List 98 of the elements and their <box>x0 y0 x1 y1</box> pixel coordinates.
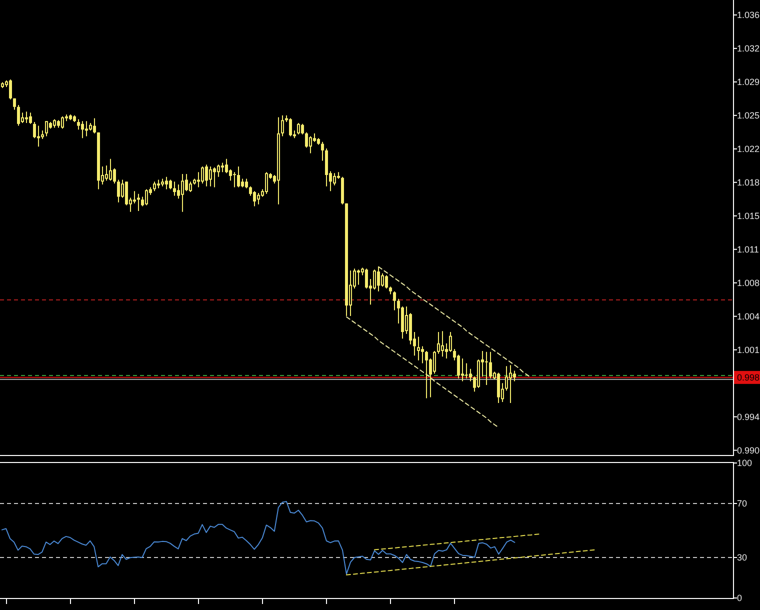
candlestick <box>125 181 128 206</box>
candlestick <box>449 332 452 352</box>
candlestick <box>437 332 440 354</box>
candlestick <box>245 178 248 189</box>
candlestick <box>113 168 116 184</box>
candlestick <box>309 136 312 154</box>
candlestick <box>225 158 228 174</box>
candlestick <box>133 190 136 204</box>
candlestick <box>33 122 36 139</box>
candlestick <box>265 172 268 194</box>
ref-line-label: 0.998 <box>737 372 760 382</box>
y-tick-label: 1.025 <box>737 110 760 120</box>
candlestick <box>105 165 108 182</box>
candlestick <box>221 162 224 173</box>
candlestick <box>153 181 156 192</box>
candlestick <box>509 364 512 404</box>
candlestick <box>421 346 424 364</box>
candlestick <box>381 272 384 288</box>
candlestick <box>17 104 20 126</box>
candlestick <box>425 350 428 399</box>
candlestick <box>9 78 12 100</box>
y-tick-label: 1.001 <box>737 344 760 355</box>
candlestick <box>201 166 204 184</box>
candlestick <box>37 125 40 148</box>
y-tick-label: 1.015 <box>737 210 760 221</box>
candlestick <box>321 141 324 162</box>
candlestick <box>433 350 436 374</box>
candlestick <box>93 118 96 134</box>
candlestick <box>25 111 28 124</box>
candlestick <box>229 168 232 182</box>
candlestick <box>297 122 300 135</box>
candlestick <box>45 120 48 137</box>
line-series <box>374 534 540 550</box>
candlestick <box>417 336 420 361</box>
y-tick-label: 70 <box>737 498 748 508</box>
candlestick <box>213 166 216 188</box>
candlestick <box>189 181 192 193</box>
candlestick <box>181 174 184 212</box>
candlestick <box>301 123 304 135</box>
y-tick-label: 1.032 <box>737 43 760 54</box>
line-series <box>378 266 532 378</box>
candlestick <box>333 172 336 186</box>
candlestick <box>205 164 208 187</box>
candlestick <box>305 132 308 148</box>
y-tick-label: 100 <box>737 458 752 468</box>
candlestick <box>137 193 140 212</box>
candlestick <box>505 366 508 392</box>
candlestick <box>373 269 376 290</box>
candlestick <box>77 118 80 130</box>
candlestick <box>441 330 444 358</box>
candlestick <box>29 112 32 124</box>
y-tick-label: 0.990 <box>737 445 760 456</box>
candlestick <box>177 184 180 200</box>
candlestick <box>365 268 368 290</box>
candlestick <box>109 158 112 182</box>
candlestick <box>457 354 460 379</box>
candlestick <box>233 172 236 188</box>
candlestick <box>377 266 380 292</box>
y-tick-label: 0 <box>737 593 742 603</box>
y-tick-label: 1.036 <box>737 10 760 20</box>
candlestick <box>185 174 188 192</box>
y-tick-label: 30 <box>737 552 748 562</box>
y-tick-label: 1.029 <box>737 76 760 87</box>
y-tick-label: 1.022 <box>737 144 760 154</box>
y-tick-label: 1.018 <box>737 177 760 188</box>
candlestick <box>513 370 516 382</box>
candlestick <box>145 188 148 206</box>
line-series <box>346 316 500 428</box>
candlestick <box>465 362 468 379</box>
y-tick-label: 0.994 <box>737 412 760 422</box>
candlestick <box>489 351 492 379</box>
line-series <box>2 500 516 574</box>
candlestick <box>173 181 176 196</box>
y-tick-label: 1.004 <box>737 311 760 322</box>
candlestick <box>209 166 212 187</box>
y-tick-label: 1.008 <box>737 278 760 288</box>
candlestick <box>61 116 64 130</box>
candlestick <box>385 274 388 290</box>
candlestick <box>217 164 220 178</box>
candlestick <box>469 368 472 382</box>
candlestick <box>393 290 396 311</box>
candlestick <box>289 118 292 137</box>
candlestick <box>197 172 200 188</box>
line-series <box>346 549 596 576</box>
candlestick <box>257 192 260 205</box>
candlestick <box>281 114 284 137</box>
candlestick <box>497 372 500 404</box>
candlestick <box>117 179 120 203</box>
candlestick <box>81 120 84 139</box>
candlestick <box>169 179 172 190</box>
candlestick <box>357 269 360 286</box>
candlestick <box>165 176 168 190</box>
candlestick <box>485 351 488 386</box>
y-tick-label: 1.011 <box>737 244 759 254</box>
candlestick <box>253 190 256 207</box>
candlestick <box>85 120 88 137</box>
candlestick <box>461 358 464 382</box>
candlestick <box>237 166 240 188</box>
